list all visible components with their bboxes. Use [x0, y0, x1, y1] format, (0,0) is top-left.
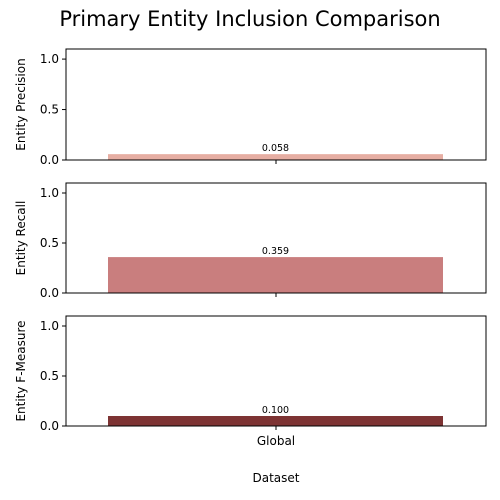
- bar-3: [108, 416, 443, 426]
- panel-3: 0.100 0.0 0.5 1.0 Entity F-Measure: [14, 315, 487, 433]
- bar-value-label-1: 0.058: [262, 143, 289, 154]
- panel-2: 0.359 0.0 0.5 1.0 Entity Recall: [14, 182, 487, 300]
- y-tick-label-3-3: 1.0: [40, 319, 59, 333]
- y-tick-label-2-3: 1.0: [40, 186, 59, 200]
- y-tick-label-1-2: 0.5: [40, 103, 59, 117]
- y-tick-label-1-3: 1.0: [40, 52, 59, 66]
- bar-value-label-2: 0.359: [262, 246, 289, 257]
- y-tick-label-1-1: 0.0: [40, 153, 59, 167]
- bar-2: [108, 257, 443, 293]
- y-tick-label-2-1: 0.0: [40, 286, 59, 300]
- y-tick-label-3-1: 0.0: [40, 419, 59, 433]
- chart-title: Primary Entity Inclusion Comparison: [59, 7, 440, 31]
- panel-1: 0.058 0.0 0.5 1.0 Entity Precision: [14, 48, 487, 167]
- y-axis-label-3: Entity F-Measure: [14, 320, 28, 421]
- y-tick-label-2-2: 0.5: [40, 236, 59, 250]
- x-tick-label-global: Global: [257, 434, 295, 448]
- x-axis-label: Dataset: [253, 471, 300, 485]
- y-axis-label-2: Entity Recall: [14, 201, 28, 276]
- bar-1: [108, 154, 443, 160]
- bar-value-label-3: 0.100: [262, 405, 289, 416]
- y-tick-label-3-2: 0.5: [40, 369, 59, 383]
- y-axis-label-1: Entity Precision: [14, 58, 28, 150]
